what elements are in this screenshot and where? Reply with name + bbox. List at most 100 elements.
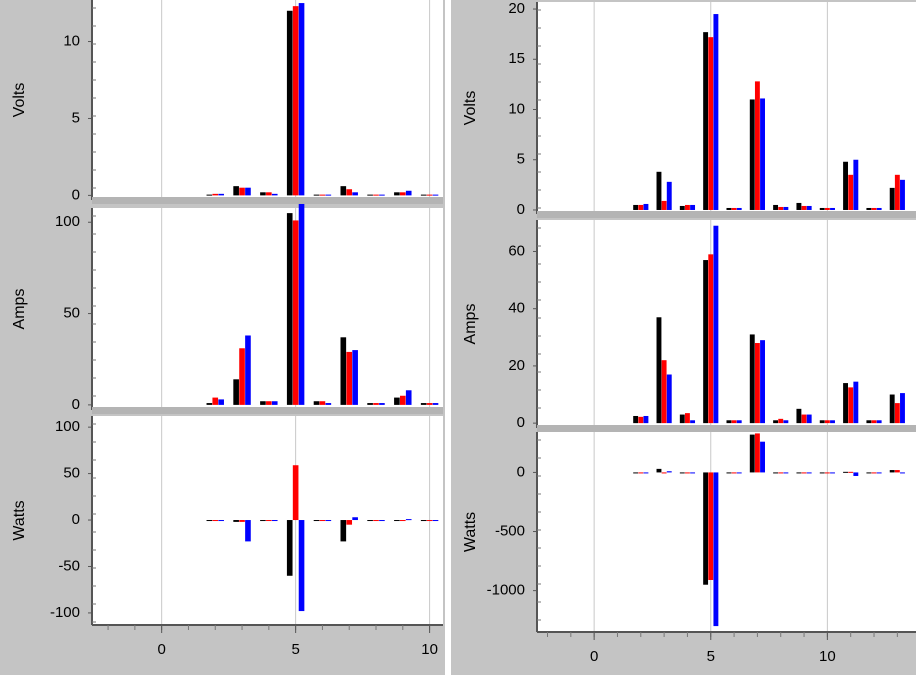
bar <box>666 181 672 210</box>
zero-band <box>537 425 916 432</box>
y-tick-label: 20 <box>508 357 525 374</box>
bar <box>633 472 639 474</box>
bar <box>346 189 353 196</box>
bar <box>638 416 644 424</box>
bar <box>266 520 272 522</box>
bar <box>212 397 219 405</box>
bar <box>233 379 239 405</box>
y-axis-label: Watts <box>11 500 28 540</box>
y-tick-label: -500 <box>495 522 525 539</box>
bar <box>298 520 305 612</box>
bar <box>830 207 835 210</box>
bar <box>684 413 690 424</box>
bar <box>666 471 672 473</box>
y-tick-label: 0 <box>517 414 525 431</box>
bar <box>796 472 802 474</box>
bar <box>286 10 293 196</box>
zero-band <box>537 211 916 218</box>
y-tick-label: -1000 <box>487 582 525 599</box>
bar <box>801 205 807 210</box>
bar <box>736 207 742 210</box>
y-axis-label: Watts <box>462 512 479 552</box>
bar <box>684 472 690 474</box>
bar <box>245 335 251 405</box>
bar <box>340 186 347 196</box>
bar <box>313 401 320 405</box>
bar <box>806 472 812 474</box>
y-tick-label: -50 <box>58 557 80 574</box>
y-tick-label: 0 <box>72 511 80 528</box>
y-tick-label: -100 <box>50 604 80 621</box>
bar <box>876 420 882 424</box>
bar <box>260 192 266 196</box>
bar <box>806 414 812 424</box>
bar <box>848 174 854 210</box>
bar <box>292 465 299 521</box>
bar <box>900 393 905 424</box>
bar <box>432 194 439 196</box>
bar <box>420 194 427 196</box>
bar <box>876 472 882 474</box>
y-axis-label: Amps <box>462 304 479 345</box>
bar <box>399 520 406 522</box>
bar <box>848 387 854 424</box>
bar <box>239 348 245 405</box>
bar <box>643 203 649 210</box>
bar <box>754 433 760 473</box>
bar <box>656 317 662 424</box>
bar <box>713 225 719 424</box>
zero-band <box>92 407 443 414</box>
bar <box>346 351 353 405</box>
bar <box>218 520 224 522</box>
y-tick-label: 5 <box>72 109 80 126</box>
bar <box>325 520 332 522</box>
x-tick-label: 10 <box>421 641 438 658</box>
bar <box>819 207 825 210</box>
bar <box>661 360 667 424</box>
bar <box>889 187 895 210</box>
bar <box>394 397 400 405</box>
bar <box>690 472 696 474</box>
bar <box>731 472 737 474</box>
x-tick-label: 0 <box>157 641 165 658</box>
bar <box>679 414 685 424</box>
bar <box>212 193 219 196</box>
bar <box>233 520 239 522</box>
bar <box>684 204 690 210</box>
bar <box>773 204 779 210</box>
bar <box>405 519 412 521</box>
bar <box>266 192 272 196</box>
bar <box>286 213 293 405</box>
bar <box>298 203 305 405</box>
plot-area <box>92 208 443 410</box>
bar <box>824 420 830 424</box>
bar <box>426 520 433 522</box>
y-axis-label: Volts <box>462 91 479 126</box>
bar <box>352 192 358 196</box>
bar <box>713 472 719 627</box>
bar <box>239 520 245 522</box>
bar <box>783 472 789 474</box>
bar <box>773 420 779 424</box>
bar <box>889 394 895 424</box>
bar <box>866 472 872 474</box>
y-tick-label: 0 <box>72 396 80 413</box>
bar <box>726 207 732 210</box>
y-tick-label: 0 <box>517 201 525 218</box>
x-tick-label: 10 <box>819 648 836 665</box>
bar <box>703 472 709 585</box>
bar <box>313 194 320 196</box>
bar <box>245 520 251 542</box>
y-tick-label: 40 <box>508 300 525 317</box>
bar <box>352 350 358 405</box>
y-tick-label: 5 <box>517 151 525 168</box>
plot-area <box>537 432 916 632</box>
bar <box>900 179 905 210</box>
bar <box>292 220 299 405</box>
bar <box>736 472 742 474</box>
bar <box>736 420 742 424</box>
bar <box>796 202 802 210</box>
bar <box>367 403 373 405</box>
bar <box>379 520 385 522</box>
zero-band <box>92 197 443 204</box>
